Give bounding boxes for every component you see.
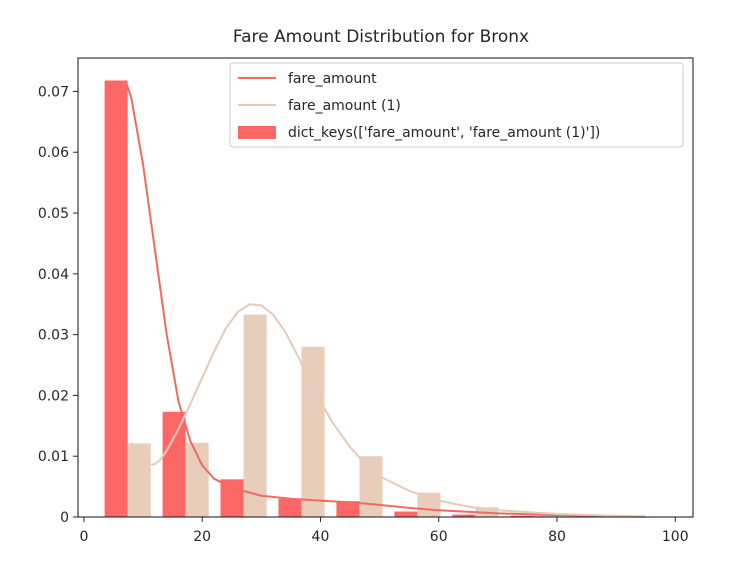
bar-fare-amount-5 [394,511,418,517]
bar-fare-amount-4 [336,501,360,517]
legend: fare_amount fare_amount (1) dict_keys(['fa… [229,62,684,148]
bar-fare-amount-2 [220,479,244,517]
plot-frame [77,57,694,518]
legend-entry-2-swatch [238,126,276,139]
plot-area [104,80,673,518]
bar-fare-amount-0 [104,80,128,518]
chart-title: Fare Amount Distribution for Bronx [233,27,529,47]
legend-entry-2-label: dict_keys(['fare_amount', 'fare_amount (… [288,125,600,141]
y-tick-label-5: 0.05 [38,206,69,222]
bar-fare-amount-6 [452,514,476,517]
x-tick-label-60: 60 [430,529,448,545]
y-tick-label-0: 0 [60,510,69,526]
bar-fare-amount-1-2 [243,314,267,517]
bar-fare-amount-3 [278,498,302,517]
x-tick-label-40: 40 [312,529,330,545]
kde-line-fare-amount-1 [130,303,646,518]
y-tick-label-2: 0.02 [38,388,69,404]
x-tick-label-100: 100 [662,529,689,545]
legend-box [229,62,684,148]
legend-entry-1-label: fare_amount (1) [288,98,401,114]
x-tick-label-0: 0 [79,529,88,545]
bar-fare-amount-1-1 [185,442,209,517]
x-tick-label-80: 80 [548,529,566,545]
y-tick-label-3: 0.03 [38,328,69,344]
y-tick-label-1: 0.01 [38,449,69,465]
kde-line-fare-amount [124,80,646,518]
bar-fare-amount-1-3 [301,346,325,517]
legend-entry-0-label: fare_amount [288,71,377,87]
bar-fare-amount-7 [510,515,534,517]
y-tick-label-7: 0.07 [38,84,69,100]
y-tick-label-6: 0.06 [38,145,69,161]
bar-fare-amount-1-4 [359,456,383,517]
y-tick-label-4: 0.04 [38,267,69,283]
axes: 0 20 40 60 80 100 0 0.01 0.02 0.03 0.04 0.05 0.06 0.0… [38,57,694,545]
bar-fare-amount-1 [162,411,186,517]
x-tick-label-20: 20 [193,529,211,545]
